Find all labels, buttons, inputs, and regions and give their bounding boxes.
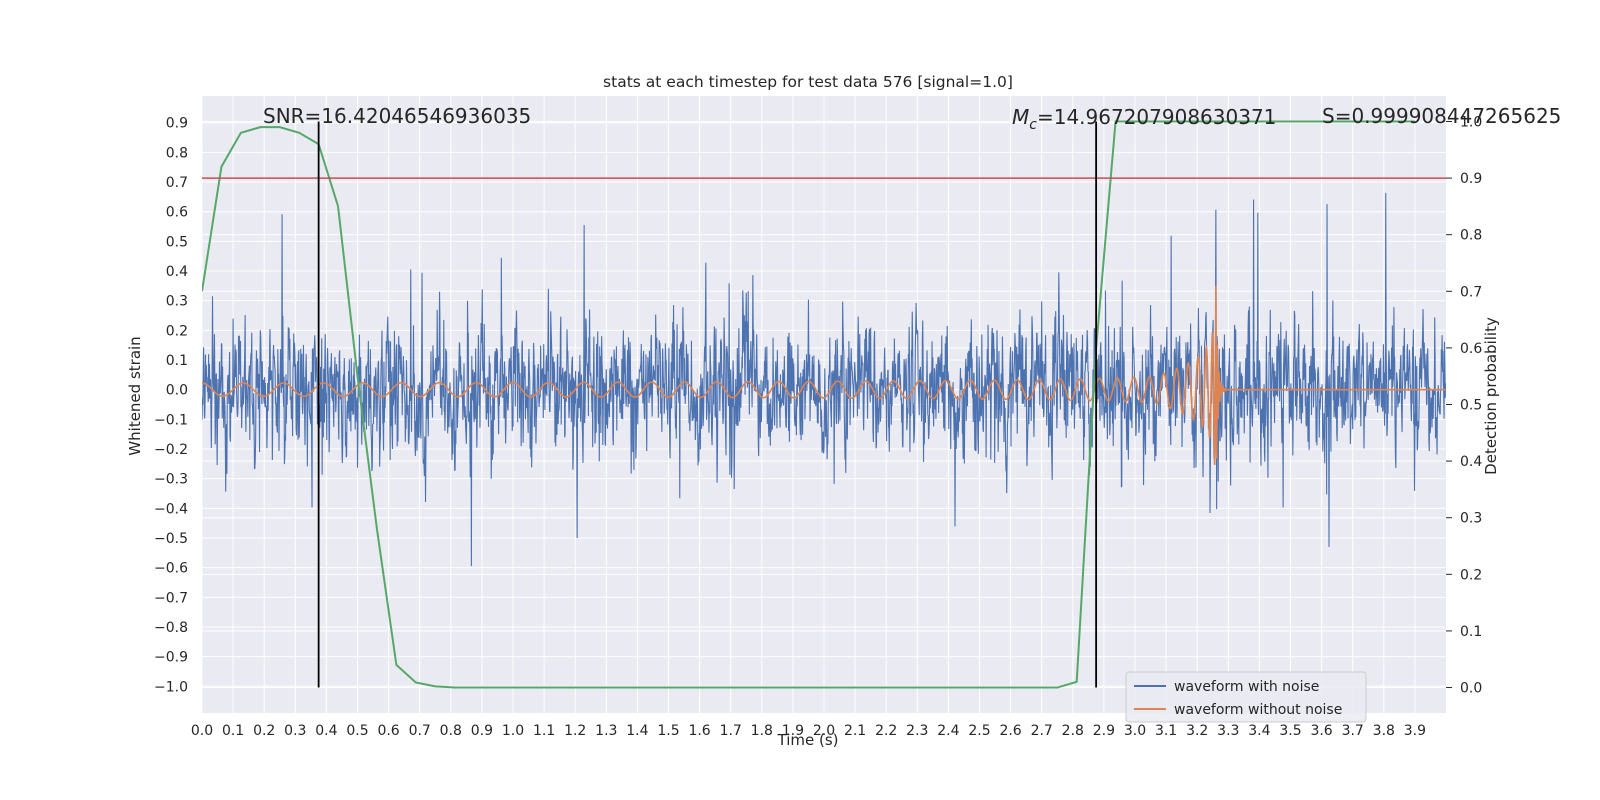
- x-axis: 0.0 0.1 0.2 0.3 0.4 0.5 0.6 0.7 0.8 0.9 1.0 1.1 1.2 1…: [191, 723, 1426, 739]
- legend-label-clean: waveform without noise: [1174, 702, 1342, 718]
- clean-line: [202, 285, 1446, 465]
- y-tick-label: 0.8: [166, 145, 188, 161]
- y2-tick-label: 0.2: [1460, 567, 1482, 583]
- y-tick-label: −0.8: [154, 620, 188, 636]
- x-tick-label: 1.7: [720, 723, 742, 739]
- y-tick-label: −0.7: [154, 590, 188, 606]
- y2-tick-label: 0.0: [1460, 681, 1482, 697]
- x-tick-label: 2.1: [844, 723, 866, 739]
- x-tick-label: 1.5: [657, 723, 679, 739]
- x-tick-label: 1.9: [782, 723, 804, 739]
- y2-tick-label: 0.9: [1460, 171, 1482, 187]
- chirp-mass-annotation: Mc=14.967207908630371: [1012, 105, 1276, 133]
- x-tick-label: 2.3: [906, 723, 928, 739]
- x-tick-label: 2.2: [875, 723, 897, 739]
- x-tick-label: 0.6: [377, 723, 399, 739]
- x-tick-label: 2.4: [937, 723, 959, 739]
- x-tick-label: 3.6: [1310, 723, 1332, 739]
- chirp-mass-subscript: c: [1029, 117, 1037, 133]
- x-tick-label: 1.8: [751, 723, 773, 739]
- x-tick-label: 0.0: [191, 723, 213, 739]
- y2-tick-label: 0.4: [1460, 454, 1482, 470]
- x-tick-label: 2.6: [999, 723, 1021, 739]
- y-tick-label: 0.7: [166, 175, 188, 191]
- x-tick-label: 3.8: [1373, 723, 1395, 739]
- x-tick-label: 3.4: [1248, 723, 1270, 739]
- y-tick-label: 0.9: [166, 116, 188, 132]
- y-tick-label: 0.4: [166, 264, 188, 280]
- y2-axis-label: Detection probability: [1482, 317, 1500, 475]
- x-tick-label: 3.0: [1124, 723, 1146, 739]
- y-tick-label: −0.5: [154, 531, 188, 547]
- x-tick-label: 1.2: [564, 723, 586, 739]
- chart-title: stats at each timestep for test data 576…: [603, 73, 1013, 91]
- x-tick-label: 3.3: [1217, 723, 1239, 739]
- y2-tick-label: 0.3: [1460, 511, 1482, 527]
- x-tick-label: 3.5: [1279, 723, 1301, 739]
- x-tick-label: 0.2: [253, 723, 275, 739]
- y-tick-label: 0.5: [166, 234, 188, 250]
- x-tick-label: 2.5: [968, 723, 990, 739]
- x-tick-label: 3.1: [1155, 723, 1177, 739]
- score-annotation: S=0.999908447265625: [1322, 104, 1561, 128]
- x-tick-label: 0.4: [315, 723, 337, 739]
- noise-line: [202, 192, 1446, 567]
- y2-tick-label: 0.8: [1460, 228, 1482, 244]
- y2-tick-label: 0.6: [1460, 341, 1482, 357]
- y-axis-label: Whitened strain: [126, 336, 144, 455]
- snr-annotation: SNR=16.42046546936035: [263, 104, 531, 128]
- x-axis-label: Time (s): [777, 731, 839, 749]
- x-tick-label: 1.6: [688, 723, 710, 739]
- y-tick-label: 0.6: [166, 205, 188, 221]
- x-tick-label: 3.9: [1404, 723, 1426, 739]
- clean-series: [202, 285, 1446, 465]
- y-tick-label: 0.1: [166, 353, 188, 369]
- x-tick-label: 2.7: [1031, 723, 1053, 739]
- x-tick-label: 1.1: [533, 723, 555, 739]
- y-axis-right: 1.0 0.9 0.8 0.7 0.6 0.5 0.4 0.3 0.2 0.1 0.0: [1446, 114, 1482, 697]
- chirp-mass-value: =14.967207908630371: [1037, 105, 1276, 129]
- x-tick-label: 0.8: [440, 723, 462, 739]
- legend: waveform with noise waveform without noi…: [1125, 671, 1367, 723]
- x-tick-label: 2.9: [1093, 723, 1115, 739]
- y-tick-label: 0.3: [166, 294, 188, 310]
- y-tick-label: −0.1: [154, 412, 188, 428]
- probability-line: [202, 120, 1415, 689]
- x-tick-label: 1.0: [502, 723, 524, 739]
- legend-box: [1125, 671, 1367, 723]
- x-tick-label: 0.9: [471, 723, 493, 739]
- x-tick-label: 0.5: [346, 723, 368, 739]
- y-tick-label: −0.3: [154, 472, 188, 488]
- y-tick-label: −0.4: [154, 501, 188, 517]
- x-tick-label: 0.1: [222, 723, 244, 739]
- x-tick-label: 0.3: [284, 723, 306, 739]
- x-tick-label: 2.8: [1062, 723, 1084, 739]
- y2-tick-label: 0.7: [1460, 284, 1482, 300]
- x-tick-label: 1.4: [626, 723, 648, 739]
- legend-label-noise: waveform with noise: [1174, 679, 1319, 695]
- y-tick-label: 0.2: [166, 323, 188, 339]
- y-tick-label: −0.6: [154, 561, 188, 577]
- noise-series: [202, 192, 1446, 567]
- y-tick-label: 0.0: [166, 383, 188, 399]
- y2-tick-label: 0.5: [1460, 398, 1482, 414]
- probability-series: [202, 120, 1415, 689]
- x-tick-label: 0.7: [409, 723, 431, 739]
- y-axis-left: 0.9 0.8 0.7 0.6 0.5 0.4 0.3 0.2 0.1 0.0 −0.1 −0.2 −0…: [154, 116, 188, 696]
- grid: [201, 96, 1446, 713]
- markers: [202, 121, 1446, 688]
- y-tick-label: −0.9: [154, 650, 188, 666]
- y2-tick-label: 0.1: [1460, 624, 1482, 640]
- y-tick-label: −0.2: [154, 442, 188, 458]
- y2-tick-label: 1.0: [1460, 114, 1482, 130]
- x-tick-label: 3.7: [1342, 723, 1364, 739]
- x-tick-label: 1.3: [595, 723, 617, 739]
- x-tick-label: 3.2: [1186, 723, 1208, 739]
- x-tick-label: 2.0: [813, 723, 835, 739]
- y-tick-label: −1.0: [154, 679, 188, 695]
- chirp-mass-symbol: M: [1012, 105, 1029, 129]
